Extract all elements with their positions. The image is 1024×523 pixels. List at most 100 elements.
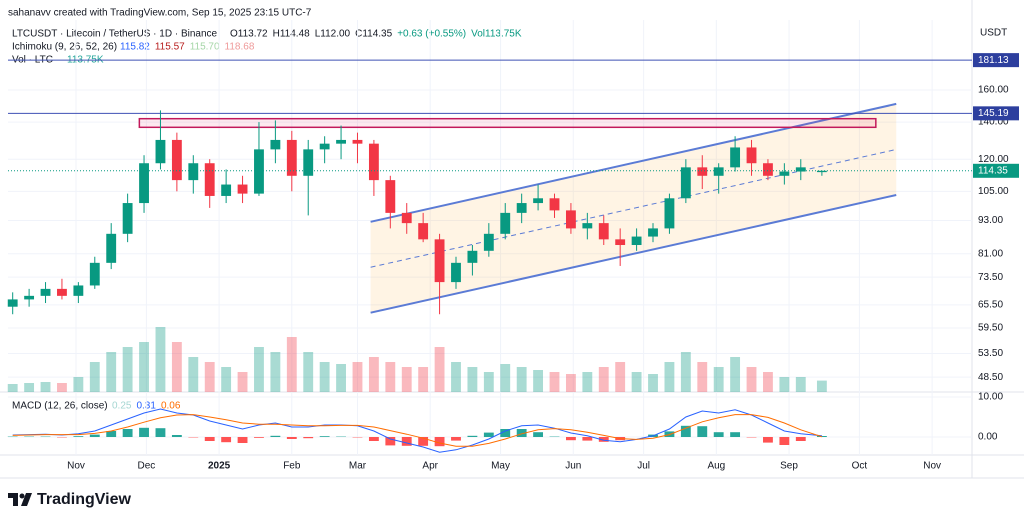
x-tick-label: Jun (565, 461, 581, 472)
candle-body (713, 167, 724, 176)
candle-body (500, 212, 511, 234)
macd-histogram (483, 432, 494, 437)
volume-bar (730, 357, 741, 392)
volume-bar (434, 347, 445, 392)
candle-body (779, 171, 790, 176)
volume-bar (631, 372, 642, 392)
last-price-label: 114.35 (978, 165, 1008, 176)
x-tick-label: 2025 (208, 461, 231, 472)
candle-body (368, 143, 379, 181)
candle-body (139, 163, 149, 204)
macd-histogram (598, 437, 609, 442)
y-tick-label: 160.00 (978, 85, 1009, 96)
volume-bar (221, 367, 232, 392)
candle-body (24, 295, 35, 300)
candle-body (89, 262, 100, 286)
macd-histogram (500, 429, 511, 437)
macd-histogram (319, 436, 330, 437)
macd-macd-line (12, 408, 822, 453)
ichimoku-value: 115.57 (155, 42, 185, 53)
volume-bar (24, 383, 35, 392)
candle-body (467, 250, 478, 263)
macd-histogram (106, 431, 117, 437)
resistance-zone (138, 117, 877, 129)
volume-bar (368, 357, 379, 392)
candle-body (40, 288, 51, 296)
macd-histogram (270, 435, 281, 437)
brand-logo (8, 493, 32, 506)
candle-body (319, 143, 330, 150)
macd-histogram (779, 437, 790, 445)
x-tick-label: Nov (923, 461, 941, 472)
candle-body (582, 223, 593, 229)
volume-bar (401, 367, 412, 392)
candle-body (664, 198, 675, 229)
volume-bar (89, 362, 100, 392)
channel-lower (370, 194, 897, 314)
macd-histogram (533, 432, 544, 437)
macd-histogram (237, 437, 248, 443)
candle-body (401, 212, 412, 224)
candle-body (204, 163, 215, 196)
candle-body (286, 139, 297, 176)
macd-histogram (680, 425, 691, 437)
macd-legend-value: 0.25 (112, 401, 132, 412)
macd-histogram (286, 437, 297, 439)
volume-bar (7, 384, 18, 392)
volume-bar (286, 337, 297, 392)
macd-histogram (171, 435, 182, 437)
macd-histogram (763, 437, 773, 443)
candle-body (565, 210, 576, 229)
x-tick-label: Oct (852, 461, 868, 472)
macd-histogram (73, 436, 84, 437)
candle-body (549, 198, 560, 211)
candle-body (795, 167, 806, 172)
macd-histogram (139, 427, 149, 437)
x-tick-label: Mar (349, 461, 367, 472)
volume-bar (533, 370, 544, 392)
volume-bar (746, 367, 757, 392)
candle-body (270, 139, 281, 150)
macd-histogram (155, 428, 166, 437)
y-tick-label: 120.00 (978, 154, 1009, 165)
y-tick-label: 65.50 (978, 300, 1003, 311)
volume-bar (664, 362, 675, 392)
brand: TradingView (37, 491, 132, 508)
volume-bar (500, 364, 511, 392)
candle-body (451, 262, 461, 283)
ichimoku-value: 115.70 (190, 42, 220, 53)
volume-bar (188, 357, 199, 392)
volume-bar (139, 342, 149, 392)
candle-body (155, 139, 166, 164)
volume-bar (779, 377, 790, 392)
price-tag (973, 53, 1019, 68)
volume-bar (73, 377, 84, 392)
volume-bar (303, 352, 314, 392)
y-tick-label: 140.00 (978, 117, 1009, 128)
candle-body (106, 233, 117, 263)
ohlc-value: C114.35 (355, 29, 393, 40)
volume-bar (352, 362, 363, 392)
ohlc-value: O113.72 (230, 29, 268, 40)
volume-bar (680, 352, 691, 392)
volume-bar (385, 362, 396, 392)
volume-bar (155, 327, 166, 392)
x-tick-label: Dec (137, 461, 155, 472)
candle-body (7, 299, 18, 307)
y-tick-label: 53.50 (978, 348, 1003, 359)
x-tick-label: Nov (67, 461, 85, 472)
volume-bar (319, 362, 330, 392)
x-tick-label: Feb (283, 461, 301, 472)
volume-bar (40, 382, 51, 392)
volume-bar (483, 372, 494, 392)
macd-legend-value: 0.06 (161, 401, 181, 412)
candle-body (385, 180, 396, 213)
candle-body (598, 223, 609, 240)
candle-body (171, 139, 182, 181)
volume-bar (516, 367, 527, 392)
candle-body (237, 184, 248, 194)
volume-bar (598, 367, 609, 392)
x-tick-label: Jul (637, 461, 650, 472)
